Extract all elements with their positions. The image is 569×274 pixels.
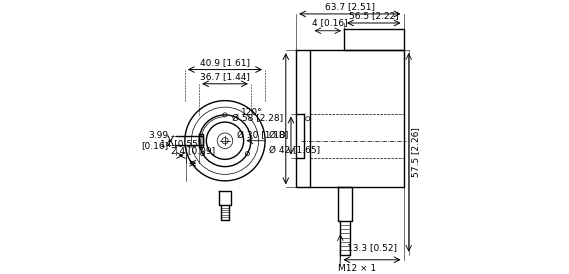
Text: Ø 30 [1.18]: Ø 30 [1.18] (237, 131, 288, 140)
Text: 40.9 [1.61]: 40.9 [1.61] (200, 58, 250, 67)
Text: 36.7 [1.44]: 36.7 [1.44] (200, 72, 250, 81)
Text: 56.5 [2.22]: 56.5 [2.22] (349, 12, 399, 20)
Text: 2.4 [0.09]: 2.4 [0.09] (171, 147, 215, 155)
Text: Ø D: Ø D (269, 131, 286, 140)
Text: Ø 42 [1.65]: Ø 42 [1.65] (269, 147, 320, 156)
Text: 3.99
[0.16]: 3.99 [0.16] (141, 131, 168, 150)
Text: 120°: 120° (241, 108, 262, 117)
Text: 57.5 [2.26]: 57.5 [2.26] (411, 127, 420, 177)
Text: M12 × 1: M12 × 1 (337, 264, 376, 273)
Text: Ø 58 [2.28]: Ø 58 [2.28] (232, 114, 283, 123)
Text: 4 [0.16]: 4 [0.16] (312, 18, 348, 27)
Text: 63.7 [2.51]: 63.7 [2.51] (325, 2, 375, 11)
Text: 14 [0.55]: 14 [0.55] (160, 139, 201, 148)
Text: 13.3 [0.52]: 13.3 [0.52] (347, 243, 397, 252)
